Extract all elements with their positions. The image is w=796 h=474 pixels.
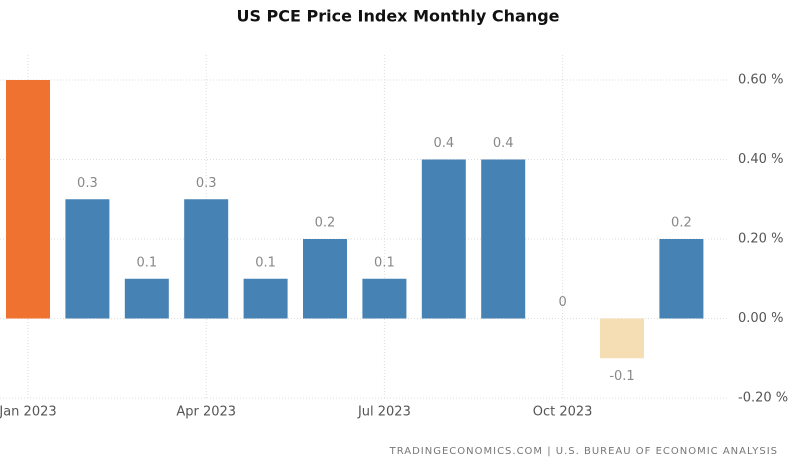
y-tick-label: 0.20 % <box>738 232 783 247</box>
value-label: 0.1 <box>374 255 395 270</box>
chart-title: US PCE Price Index Monthly Change <box>236 7 559 26</box>
value-label: 0.3 <box>196 176 217 191</box>
value-label: -0.1 <box>609 369 634 384</box>
y-tick-label: 0.60 % <box>738 73 783 88</box>
value-label: 0 <box>558 295 566 310</box>
value-label: 0.2 <box>315 216 336 231</box>
y-tick-label: 0.00 % <box>738 311 783 326</box>
y-tick-label: -0.20 % <box>738 391 788 406</box>
value-label: 0.3 <box>77 176 98 191</box>
value-label: 0.4 <box>433 136 454 151</box>
value-label: 0.1 <box>255 255 276 270</box>
bar <box>6 80 50 319</box>
bar <box>362 278 407 319</box>
value-label: 0.2 <box>671 216 692 231</box>
bar <box>303 239 347 319</box>
x-tick-label: Jul 2023 <box>357 405 411 420</box>
value-label: 0.4 <box>493 136 514 151</box>
bar <box>65 199 110 319</box>
x-tick-label: Oct 2023 <box>533 405 593 420</box>
value-label: 0.1 <box>136 255 157 270</box>
y-tick-label: 0.40 % <box>738 152 783 167</box>
bar <box>659 239 704 319</box>
bar <box>481 159 526 319</box>
bar <box>184 199 229 319</box>
source: TRADINGECONOMICS.COM | U.S. BUREAU OF EC… <box>389 446 778 457</box>
x-tick-label: Apr 2023 <box>176 405 236 420</box>
x-tick-label: Jan 2023 <box>0 405 57 420</box>
bar <box>124 278 169 319</box>
bar <box>600 318 644 359</box>
bar <box>421 159 466 319</box>
bar <box>243 278 288 319</box>
